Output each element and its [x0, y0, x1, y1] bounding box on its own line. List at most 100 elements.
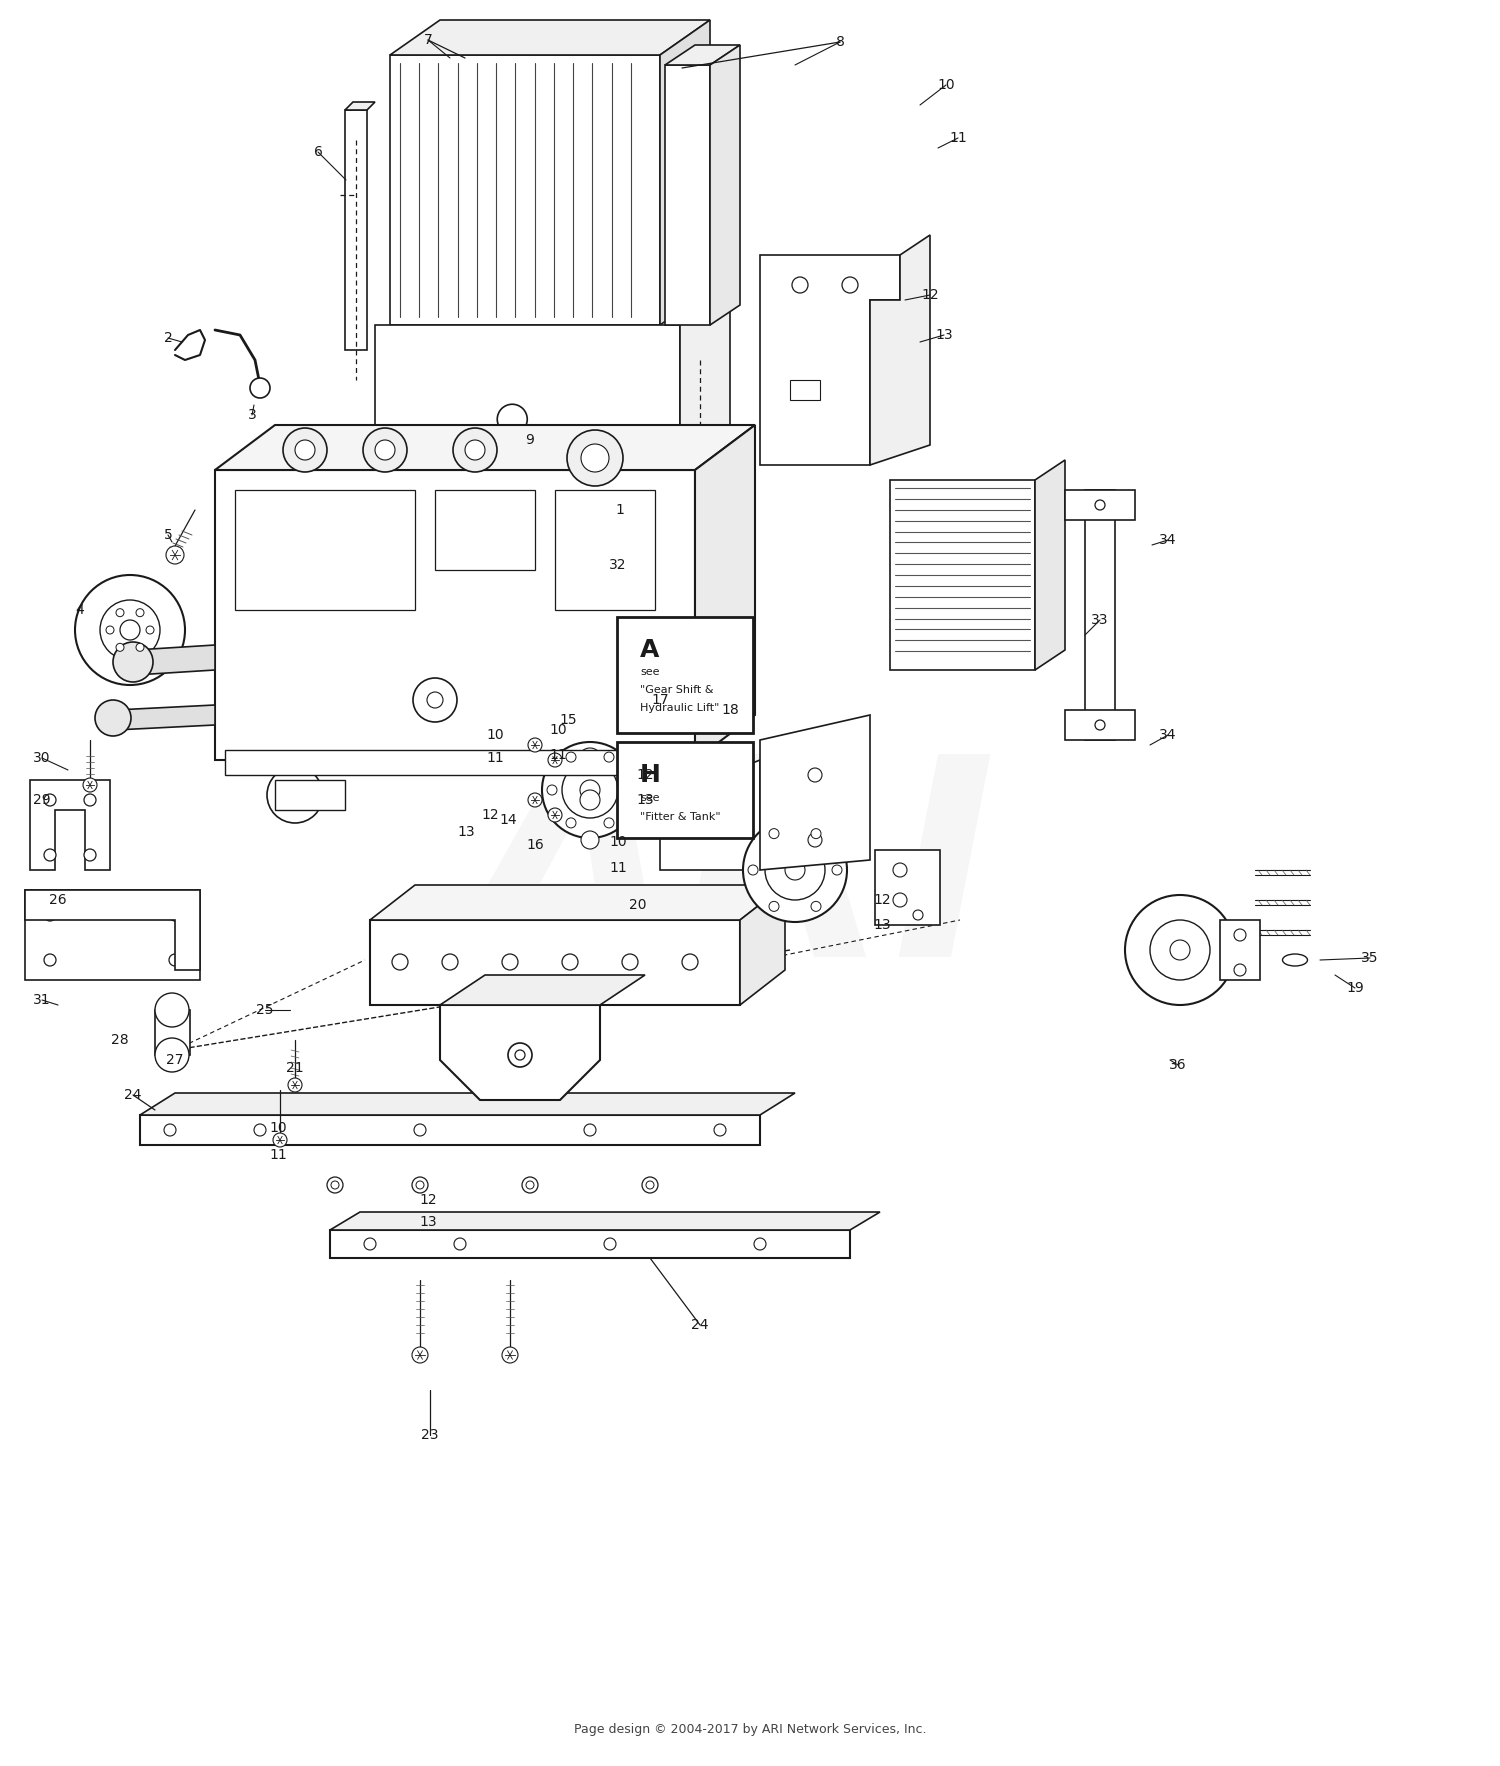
Circle shape — [548, 786, 556, 795]
Circle shape — [364, 1238, 376, 1250]
Circle shape — [528, 738, 542, 752]
Text: 12: 12 — [419, 1194, 436, 1206]
Circle shape — [427, 692, 442, 708]
Circle shape — [754, 1238, 766, 1250]
Circle shape — [75, 576, 184, 685]
Bar — [225, 751, 686, 775]
Text: 2: 2 — [164, 330, 172, 344]
Circle shape — [136, 609, 144, 616]
Circle shape — [566, 818, 576, 828]
Circle shape — [604, 818, 613, 828]
Bar — [375, 325, 680, 470]
Circle shape — [327, 1176, 344, 1194]
Polygon shape — [330, 1211, 880, 1229]
Text: 6: 6 — [314, 145, 322, 159]
Circle shape — [44, 795, 55, 805]
Circle shape — [503, 1347, 518, 1363]
Bar — [874, 849, 940, 925]
Text: 31: 31 — [33, 992, 51, 1007]
Text: 35: 35 — [1362, 952, 1378, 964]
Circle shape — [413, 678, 458, 722]
Circle shape — [1170, 940, 1190, 961]
Circle shape — [82, 779, 98, 791]
Text: 11: 11 — [486, 751, 504, 765]
Circle shape — [116, 609, 124, 616]
Polygon shape — [1065, 710, 1136, 740]
Text: 11: 11 — [549, 749, 567, 761]
Circle shape — [748, 865, 758, 874]
Circle shape — [548, 752, 562, 766]
Polygon shape — [140, 1093, 795, 1114]
Circle shape — [526, 1181, 534, 1189]
Text: 8: 8 — [836, 35, 844, 49]
Text: H: H — [640, 763, 662, 788]
Text: 4: 4 — [75, 602, 84, 616]
Polygon shape — [694, 426, 754, 759]
Circle shape — [154, 1038, 189, 1072]
Polygon shape — [116, 705, 214, 729]
Circle shape — [580, 781, 600, 800]
Text: 15: 15 — [560, 713, 578, 728]
Circle shape — [808, 834, 822, 848]
Text: Page design © 2004-2017 by ARI Network Services, Inc.: Page design © 2004-2017 by ARI Network S… — [573, 1724, 926, 1736]
Circle shape — [562, 761, 618, 818]
Polygon shape — [440, 1005, 600, 1100]
Text: 10: 10 — [268, 1121, 286, 1136]
Text: 29: 29 — [33, 793, 51, 807]
Circle shape — [453, 427, 497, 472]
Polygon shape — [664, 44, 740, 65]
Circle shape — [414, 1123, 426, 1136]
Text: 9: 9 — [525, 433, 534, 447]
Circle shape — [892, 864, 908, 878]
Text: 12: 12 — [921, 288, 939, 302]
Text: 18: 18 — [722, 703, 740, 717]
Circle shape — [604, 752, 613, 763]
Polygon shape — [370, 885, 784, 920]
Bar — [140, 1114, 760, 1144]
Circle shape — [1095, 721, 1106, 729]
Text: 13: 13 — [458, 825, 476, 839]
Circle shape — [44, 909, 55, 922]
Circle shape — [812, 901, 820, 911]
Polygon shape — [680, 290, 730, 470]
Circle shape — [413, 1176, 428, 1194]
Circle shape — [522, 1176, 538, 1194]
Text: 10: 10 — [549, 722, 567, 736]
Circle shape — [112, 643, 153, 682]
Circle shape — [765, 841, 825, 901]
Circle shape — [146, 625, 154, 634]
Text: 1: 1 — [615, 503, 624, 517]
Bar — [650, 445, 678, 463]
Circle shape — [392, 954, 408, 970]
Circle shape — [514, 1051, 525, 1060]
Circle shape — [100, 600, 160, 660]
Text: 30: 30 — [33, 751, 51, 765]
Text: 32: 32 — [609, 558, 627, 572]
Polygon shape — [760, 715, 870, 871]
Circle shape — [567, 429, 622, 486]
Circle shape — [120, 620, 140, 639]
Circle shape — [44, 849, 55, 862]
Polygon shape — [26, 890, 200, 970]
Polygon shape — [1065, 489, 1136, 519]
Circle shape — [284, 427, 327, 472]
Circle shape — [136, 643, 144, 652]
Circle shape — [84, 849, 96, 862]
Text: 23: 23 — [422, 1429, 438, 1443]
Circle shape — [465, 440, 484, 459]
Text: 36: 36 — [1168, 1058, 1186, 1072]
Circle shape — [833, 865, 842, 874]
Circle shape — [503, 954, 518, 970]
Text: 11: 11 — [268, 1148, 286, 1162]
Circle shape — [166, 546, 184, 563]
Circle shape — [742, 818, 847, 922]
Circle shape — [642, 1176, 658, 1194]
Circle shape — [84, 795, 96, 805]
Circle shape — [542, 742, 638, 839]
Circle shape — [254, 1123, 266, 1136]
Circle shape — [416, 1181, 424, 1189]
Circle shape — [604, 1238, 616, 1250]
Text: A: A — [640, 638, 660, 662]
Circle shape — [332, 1181, 339, 1189]
Circle shape — [714, 1123, 726, 1136]
